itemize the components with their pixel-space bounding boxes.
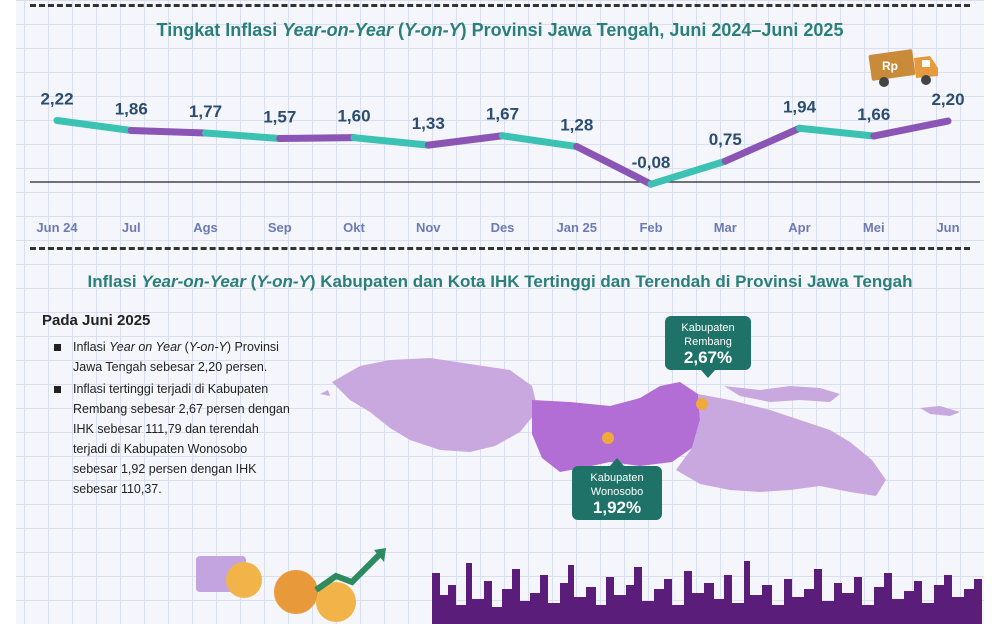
line-segment [53, 117, 135, 134]
rembang-marker-icon [696, 398, 708, 410]
line-segment [276, 134, 358, 143]
money-bags-icon [196, 548, 386, 622]
info-box: Pada Juni 2025 Inflasi Year on Year (Y-o… [42, 312, 292, 501]
delivery-truck-icon: Rp [868, 46, 944, 95]
line-segment [424, 132, 506, 149]
data-label: 1,60 [337, 107, 370, 126]
x-tick-label: Des [491, 220, 515, 235]
x-tick-label: Mei [863, 220, 885, 235]
line-segment [499, 132, 581, 151]
data-label: 1,66 [857, 105, 890, 124]
x-tick-label: Okt [343, 220, 365, 235]
line-segment [721, 124, 803, 165]
top-divider [30, 4, 970, 7]
middle-divider [30, 247, 970, 250]
data-label: 1,33 [412, 114, 445, 133]
truck-label: Rp [882, 59, 898, 73]
data-label: -0,08 [632, 153, 671, 172]
section-title: Inflasi Year-on-Year (Y-on-Y) Kabupaten … [87, 272, 913, 291]
x-tick-label: Jul [122, 220, 141, 235]
data-label: 2,20 [931, 90, 964, 109]
line-segment [573, 143, 655, 188]
inflation-line-chart: 2,22 1,86 1,77 1,57 1,60 1,33 1,67 1,28 -0,08 0,7… [30, 90, 980, 235]
line-segment [127, 126, 209, 137]
x-tick-label: Nov [416, 220, 441, 235]
data-label: 1,94 [783, 97, 817, 116]
line-segment [350, 134, 432, 149]
java-map [320, 358, 960, 496]
x-tick-label: Jun [936, 220, 959, 235]
bullet-square-icon [54, 386, 61, 393]
info-bullet-2: Inflasi tertinggi terjadi di Kabupaten R… [42, 379, 292, 499]
line-segment [647, 157, 729, 188]
line-segment [796, 124, 878, 140]
line-segment [202, 129, 284, 143]
x-tick-label: Jun 24 [36, 220, 78, 235]
x-tick-label: Sep [268, 220, 292, 235]
data-label: 1,77 [189, 102, 222, 121]
chart-title: Tingkat Inflasi Year-on-Year (Y-on-Y) Pr… [156, 20, 844, 40]
x-tick-label: Feb [639, 220, 662, 235]
line-segment [870, 117, 952, 140]
wonosobo-marker-icon [602, 432, 614, 444]
data-label: 1,57 [263, 108, 296, 127]
left-frame [0, 0, 16, 624]
data-label: 1,28 [560, 116, 593, 135]
data-label: 1,67 [486, 105, 519, 124]
info-bullet-1: Inflasi Year on Year (Y-on-Y) Provinsi J… [42, 337, 292, 377]
data-label: 2,22 [40, 90, 73, 109]
x-tick-label: Jan 25 [557, 220, 597, 235]
callout-highest: Kabupaten Rembang 2,67% [665, 316, 751, 378]
x-tick-label: Apr [788, 220, 810, 235]
bullet-square-icon [54, 344, 61, 351]
right-frame [984, 0, 1000, 624]
info-heading: Pada Juni 2025 [42, 312, 151, 329]
city-skyline-decoration [432, 561, 982, 624]
data-label: 1,86 [115, 99, 148, 118]
data-label: 0,75 [709, 130, 742, 149]
callout-lowest: Kabupaten Wonosobo 1,92% [572, 458, 662, 520]
x-tick-label: Ags [193, 220, 218, 235]
x-tick-label: Mar [714, 220, 737, 235]
